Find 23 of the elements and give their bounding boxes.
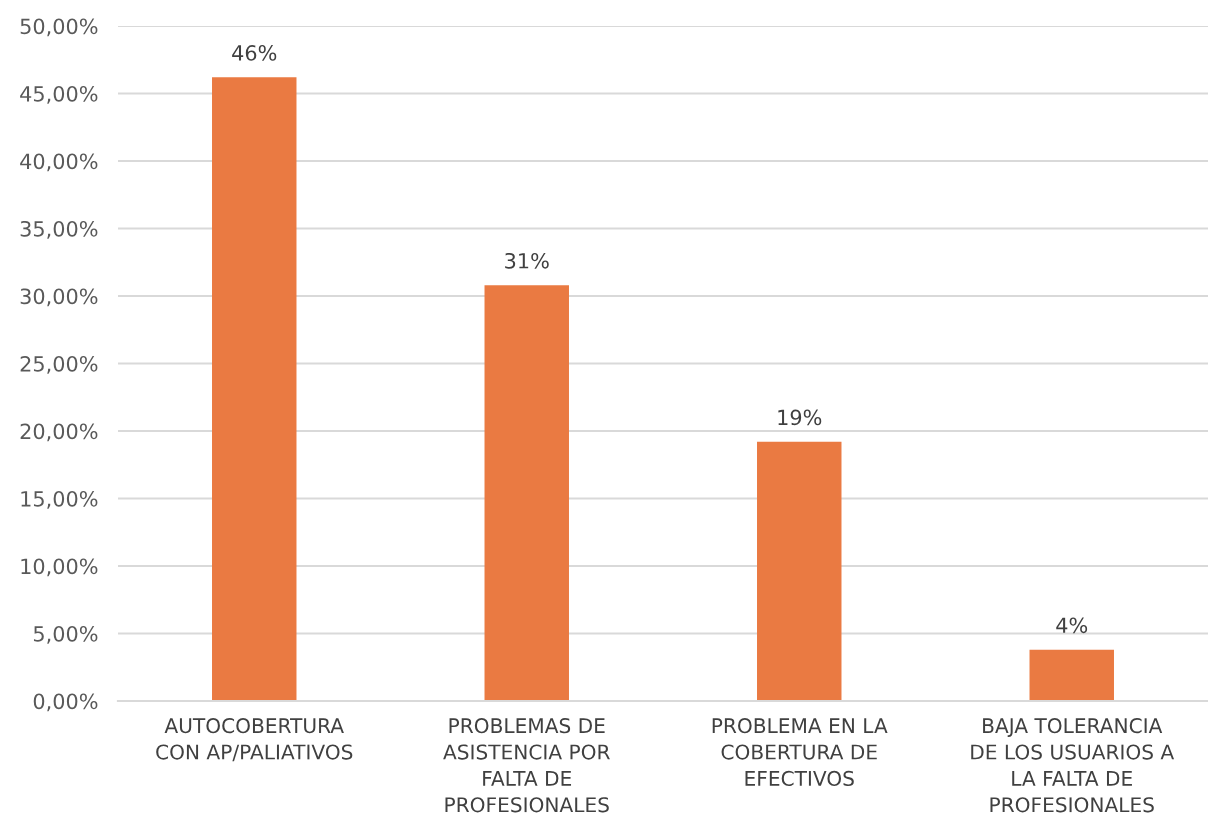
x-tick-label: PROBLEMAS DE ASISTENCIA POR FALTA DE PROFESIONALES xyxy=(443,718,610,813)
bar xyxy=(757,441,842,701)
y-tick-label: 40,00% xyxy=(20,153,98,172)
y-tick-label: 35,00% xyxy=(20,220,98,239)
bar xyxy=(484,285,569,701)
y-tick-label: 45,00% xyxy=(20,85,98,104)
y-tick-label: 0,00% xyxy=(33,693,98,712)
y-tick-label: 10,00% xyxy=(21,558,98,577)
y-tick-label: 50,00% xyxy=(20,18,98,37)
x-tick-label: PROBLEMA EN LA COBERTURA DE EFECTIVOS xyxy=(712,718,888,787)
x-tick-label: AUTOCOBERTURA CON AP/PALIATIVOS xyxy=(156,718,353,762)
data-label: 4% xyxy=(1056,617,1088,634)
data-label: 19% xyxy=(778,409,822,426)
y-tick-label: 5,00% xyxy=(33,625,98,644)
y-tick-label: 30,00% xyxy=(20,288,98,307)
x-tick-label: BAJA TOLERANCIA DE LOS USUARIOS A LA FALTA DE PROFESIONALES xyxy=(971,718,1175,813)
data-label: 46% xyxy=(232,45,277,61)
y-tick-label: 25,00% xyxy=(20,355,98,374)
bar xyxy=(1029,649,1114,701)
y-tick-label: 20,00% xyxy=(20,423,98,442)
bar xyxy=(212,77,297,701)
y-tick-label: 15,00% xyxy=(21,490,98,509)
data-label: 31% xyxy=(505,252,549,269)
